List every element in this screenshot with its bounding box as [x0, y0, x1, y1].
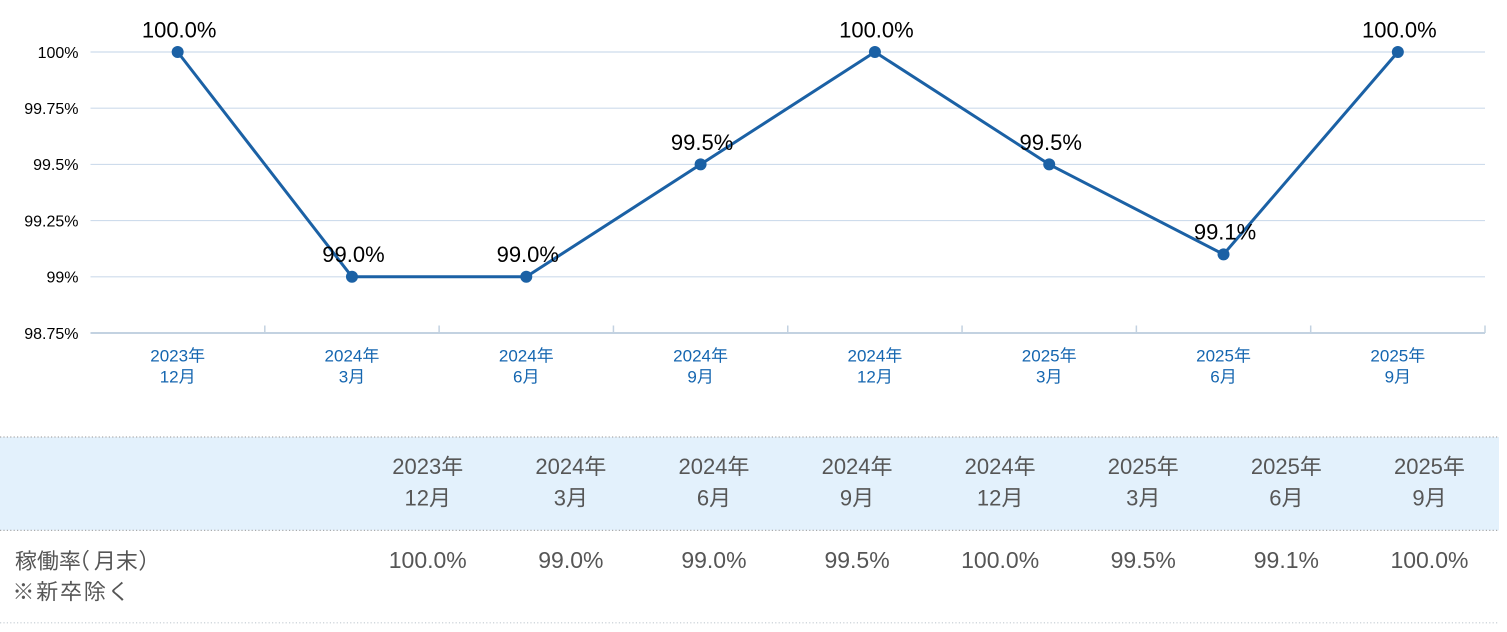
svg-text:12: 12: [977, 486, 1001, 511]
svg-text:98.75%: 98.75%: [24, 326, 78, 343]
svg-text:99.0%: 99.0%: [538, 547, 603, 573]
svg-text:99.0%: 99.0%: [322, 242, 384, 267]
svg-text:2025: 2025: [1022, 347, 1060, 366]
svg-text:99.5%: 99.5%: [1020, 130, 1082, 155]
svg-text:99.75%: 99.75%: [24, 101, 78, 118]
svg-text:2024: 2024: [325, 347, 363, 366]
svg-text:9: 9: [840, 486, 852, 511]
svg-text:2024: 2024: [965, 454, 1014, 479]
svg-text:2024: 2024: [499, 347, 537, 366]
svg-text:2025: 2025: [1394, 454, 1443, 479]
svg-text:9: 9: [1385, 368, 1394, 387]
svg-text:2024: 2024: [822, 454, 871, 479]
svg-text:99%: 99%: [46, 270, 78, 287]
svg-text:2025: 2025: [1370, 347, 1408, 366]
svg-text:12: 12: [160, 368, 179, 387]
svg-text:99.1%: 99.1%: [1194, 220, 1256, 245]
svg-text:3: 3: [1036, 368, 1045, 387]
svg-text:12: 12: [857, 368, 876, 387]
svg-text:12: 12: [405, 486, 429, 511]
svg-text:99.25%: 99.25%: [24, 213, 78, 230]
svg-text:100.0%: 100.0%: [1362, 17, 1437, 42]
svg-text:3: 3: [554, 486, 566, 511]
svg-text:2025: 2025: [1251, 454, 1300, 479]
svg-text:99.0%: 99.0%: [681, 547, 746, 573]
svg-text:100.0%: 100.0%: [961, 547, 1039, 573]
svg-text:2024: 2024: [678, 454, 727, 479]
svg-text:6: 6: [1269, 486, 1281, 511]
svg-text:99.5%: 99.5%: [1111, 547, 1176, 573]
svg-text:99.5%: 99.5%: [33, 157, 78, 174]
svg-text:3: 3: [1126, 486, 1138, 511]
svg-text:3: 3: [339, 368, 348, 387]
svg-text:2023: 2023: [392, 454, 441, 479]
svg-text:100.0%: 100.0%: [142, 17, 217, 42]
svg-text:99.5%: 99.5%: [671, 130, 733, 155]
svg-text:99.0%: 99.0%: [497, 242, 559, 267]
svg-text:2025: 2025: [1196, 347, 1234, 366]
svg-text:9: 9: [687, 368, 696, 387]
svg-text:6: 6: [1210, 368, 1219, 387]
svg-text:2024: 2024: [535, 454, 584, 479]
svg-text:6: 6: [697, 486, 709, 511]
svg-text:99.5%: 99.5%: [824, 547, 889, 573]
svg-text:2025: 2025: [1108, 454, 1157, 479]
svg-text:99.1%: 99.1%: [1254, 547, 1319, 573]
svg-text:2023: 2023: [150, 347, 188, 366]
svg-text:2024: 2024: [673, 347, 711, 366]
svg-text:100%: 100%: [38, 45, 79, 62]
svg-text:6: 6: [513, 368, 522, 387]
svg-text:9: 9: [1412, 486, 1424, 511]
svg-text:100.0%: 100.0%: [1390, 547, 1468, 573]
svg-text:100.0%: 100.0%: [389, 547, 467, 573]
svg-text:100.0%: 100.0%: [839, 17, 914, 42]
svg-text:2024: 2024: [848, 347, 886, 366]
